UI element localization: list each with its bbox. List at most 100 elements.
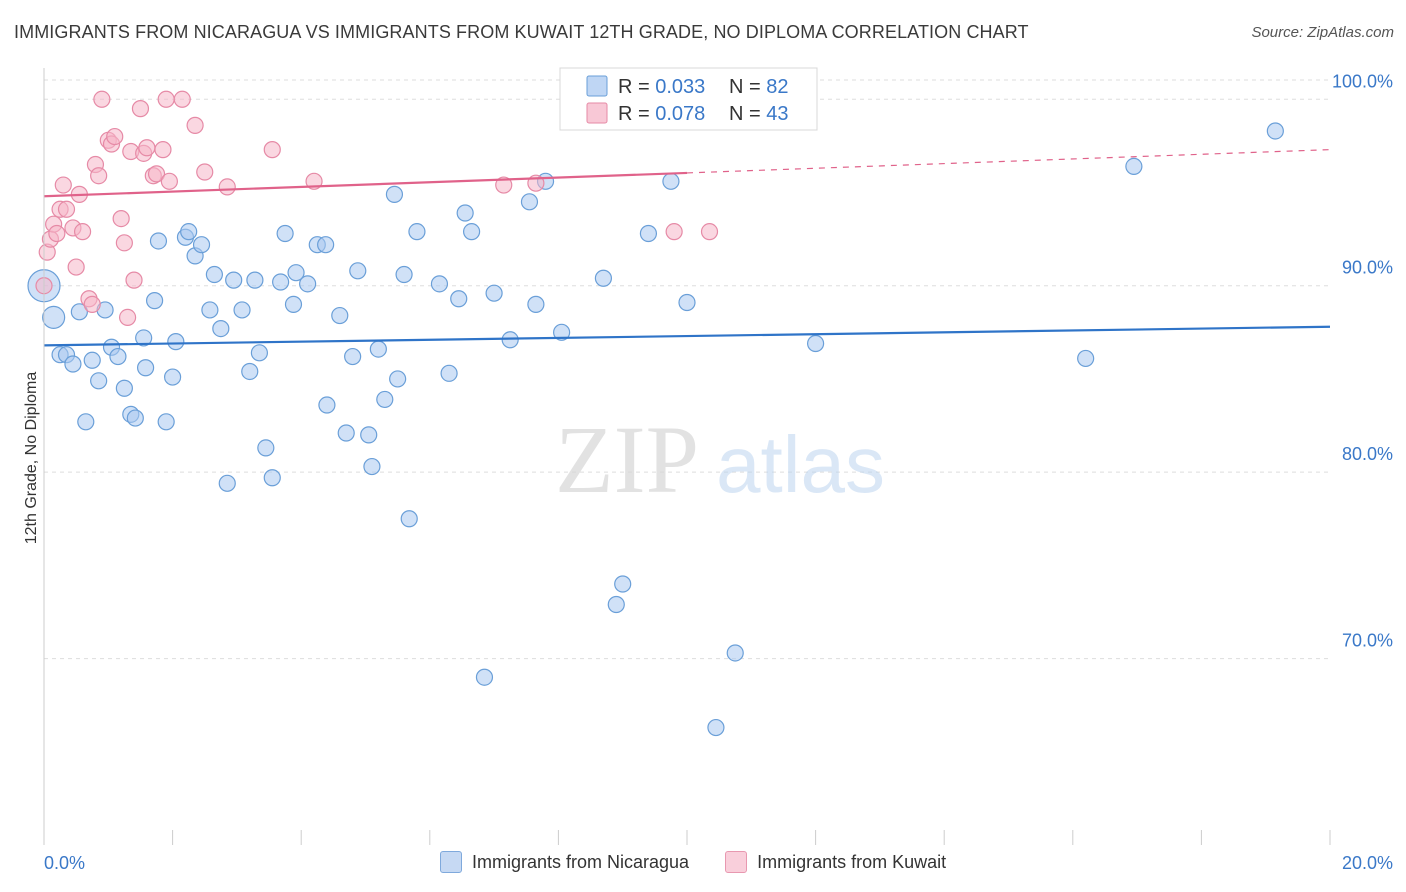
- data-point-blue: [360, 426, 378, 444]
- watermark-atlas: atlas: [716, 420, 885, 509]
- data-point-blue: [806, 334, 825, 353]
- data-point-blue: [462, 223, 481, 241]
- data-point-blue: [299, 275, 317, 293]
- data-point-blue: [225, 271, 243, 289]
- watermark: ZIP atlas: [555, 406, 885, 513]
- data-point-blue: [520, 193, 539, 211]
- x-tick-label-left: 0.0%: [44, 853, 85, 873]
- data-point-blue: [395, 265, 413, 284]
- y-tick-label: 100.0%: [1332, 71, 1393, 91]
- legend-entry-kuwait[interactable]: Immigrants from Kuwait: [725, 851, 946, 873]
- data-point-blue: [201, 301, 219, 319]
- data-point-blue: [385, 185, 404, 203]
- data-point-blue: [369, 340, 387, 358]
- data-point-pink: [83, 295, 101, 313]
- data-point-pink: [112, 210, 130, 228]
- data-point-blue: [344, 347, 362, 366]
- watermark-zip: ZIP: [555, 406, 699, 513]
- data-point-blue: [337, 424, 355, 442]
- data-point-pink: [665, 223, 683, 241]
- data-point-blue: [430, 275, 449, 293]
- legend-label-nicaragua: Immigrants from Nicaragua: [472, 851, 690, 872]
- data-point-blue: [726, 644, 744, 662]
- data-point-blue: [317, 236, 335, 254]
- data-point-pink: [118, 308, 137, 327]
- data-point-pink: [186, 116, 204, 134]
- data-point-pink: [495, 176, 513, 194]
- trend-line-dashed-pink: [686, 149, 1331, 174]
- data-point-blue: [272, 273, 290, 291]
- data-point-blue: [400, 510, 418, 528]
- data-point-blue: [1125, 157, 1143, 175]
- trend-line-pink: [43, 171, 688, 198]
- source-note: Source: ZipAtlas.com: [1251, 24, 1394, 41]
- data-point-blue: [287, 264, 305, 282]
- data-point-blue: [180, 223, 198, 241]
- y-axis-label: 12th Grade, No Diploma: [23, 372, 40, 545]
- data-point-blue: [456, 204, 474, 222]
- trend-line-blue: [43, 325, 1331, 347]
- data-point-blue: [376, 390, 394, 409]
- data-point-pink: [131, 100, 150, 118]
- x-tick-label-right: 20.0%: [1342, 853, 1393, 873]
- data-point-blue: [192, 236, 211, 254]
- data-point-blue: [408, 223, 426, 241]
- data-point-blue: [639, 224, 658, 243]
- data-point-pink: [57, 200, 76, 218]
- data-point-pink: [125, 271, 143, 289]
- stats-swatch-blue: [586, 75, 608, 97]
- data-point-pink: [154, 141, 172, 159]
- data-point-blue: [450, 290, 468, 308]
- data-point-pink: [73, 223, 92, 241]
- legend-entry-nicaragua[interactable]: Immigrants from Nicaragua: [440, 851, 689, 873]
- y-tick-label: 90.0%: [1342, 258, 1393, 278]
- trend-layer: [43, 149, 1331, 347]
- data-point-pink: [48, 224, 66, 243]
- y-tick-label: 80.0%: [1342, 444, 1393, 464]
- data-point-blue: [707, 718, 725, 737]
- data-point-blue: [594, 269, 613, 287]
- data-point-blue: [109, 347, 127, 366]
- data-point-blue: [349, 262, 367, 280]
- data-point-blue: [136, 359, 155, 377]
- data-point-blue: [246, 271, 264, 289]
- data-point-blue: [233, 301, 251, 319]
- stats-row-blue: R = 0.033 N = 82: [618, 76, 789, 98]
- data-point-blue: [1077, 349, 1095, 368]
- data-point-blue: [678, 293, 696, 312]
- data-point-blue: [126, 409, 144, 427]
- data-point-blue: [553, 323, 571, 341]
- data-point-blue: [1266, 122, 1284, 140]
- data-point-blue: [607, 595, 625, 614]
- data-point-blue: [149, 232, 168, 250]
- stats-legend: R = 0.033 N = 82 R = 0.078 N = 43: [559, 67, 818, 131]
- data-point-blue: [475, 668, 494, 686]
- data-point-blue: [164, 368, 182, 386]
- data-point-pink: [54, 176, 72, 194]
- data-point-blue: [363, 457, 381, 476]
- data-point-pink: [263, 141, 281, 159]
- data-point-blue: [42, 305, 66, 330]
- legend-label-kuwait: Immigrants from Kuwait: [757, 851, 947, 872]
- axis-layer: 70.0% 80.0% 90.0% 100.0% 0.0% 20.0%: [43, 68, 1393, 873]
- data-point-blue: [250, 344, 269, 362]
- data-point-blue: [157, 413, 175, 431]
- data-point-pink: [157, 90, 175, 108]
- data-point-blue: [212, 319, 230, 338]
- data-point-blue: [90, 372, 108, 390]
- data-point-blue: [64, 355, 82, 373]
- data-point-blue: [205, 265, 223, 284]
- data-point-pink: [67, 258, 85, 276]
- data-point-pink: [173, 90, 191, 108]
- data-point-pink: [138, 139, 156, 157]
- stats-swatch-pink: [586, 102, 608, 124]
- data-point-blue: [389, 370, 407, 388]
- data-point-blue: [218, 474, 236, 492]
- chart-title: IMMIGRANTS FROM NICARAGUA VS IMMIGRANTS …: [14, 22, 1029, 42]
- legend-swatch-nicaragua: [440, 851, 462, 873]
- data-point-pink: [218, 178, 236, 196]
- data-point-blue: [527, 295, 545, 313]
- data-point-blue: [614, 575, 632, 593]
- data-point-blue: [77, 413, 95, 431]
